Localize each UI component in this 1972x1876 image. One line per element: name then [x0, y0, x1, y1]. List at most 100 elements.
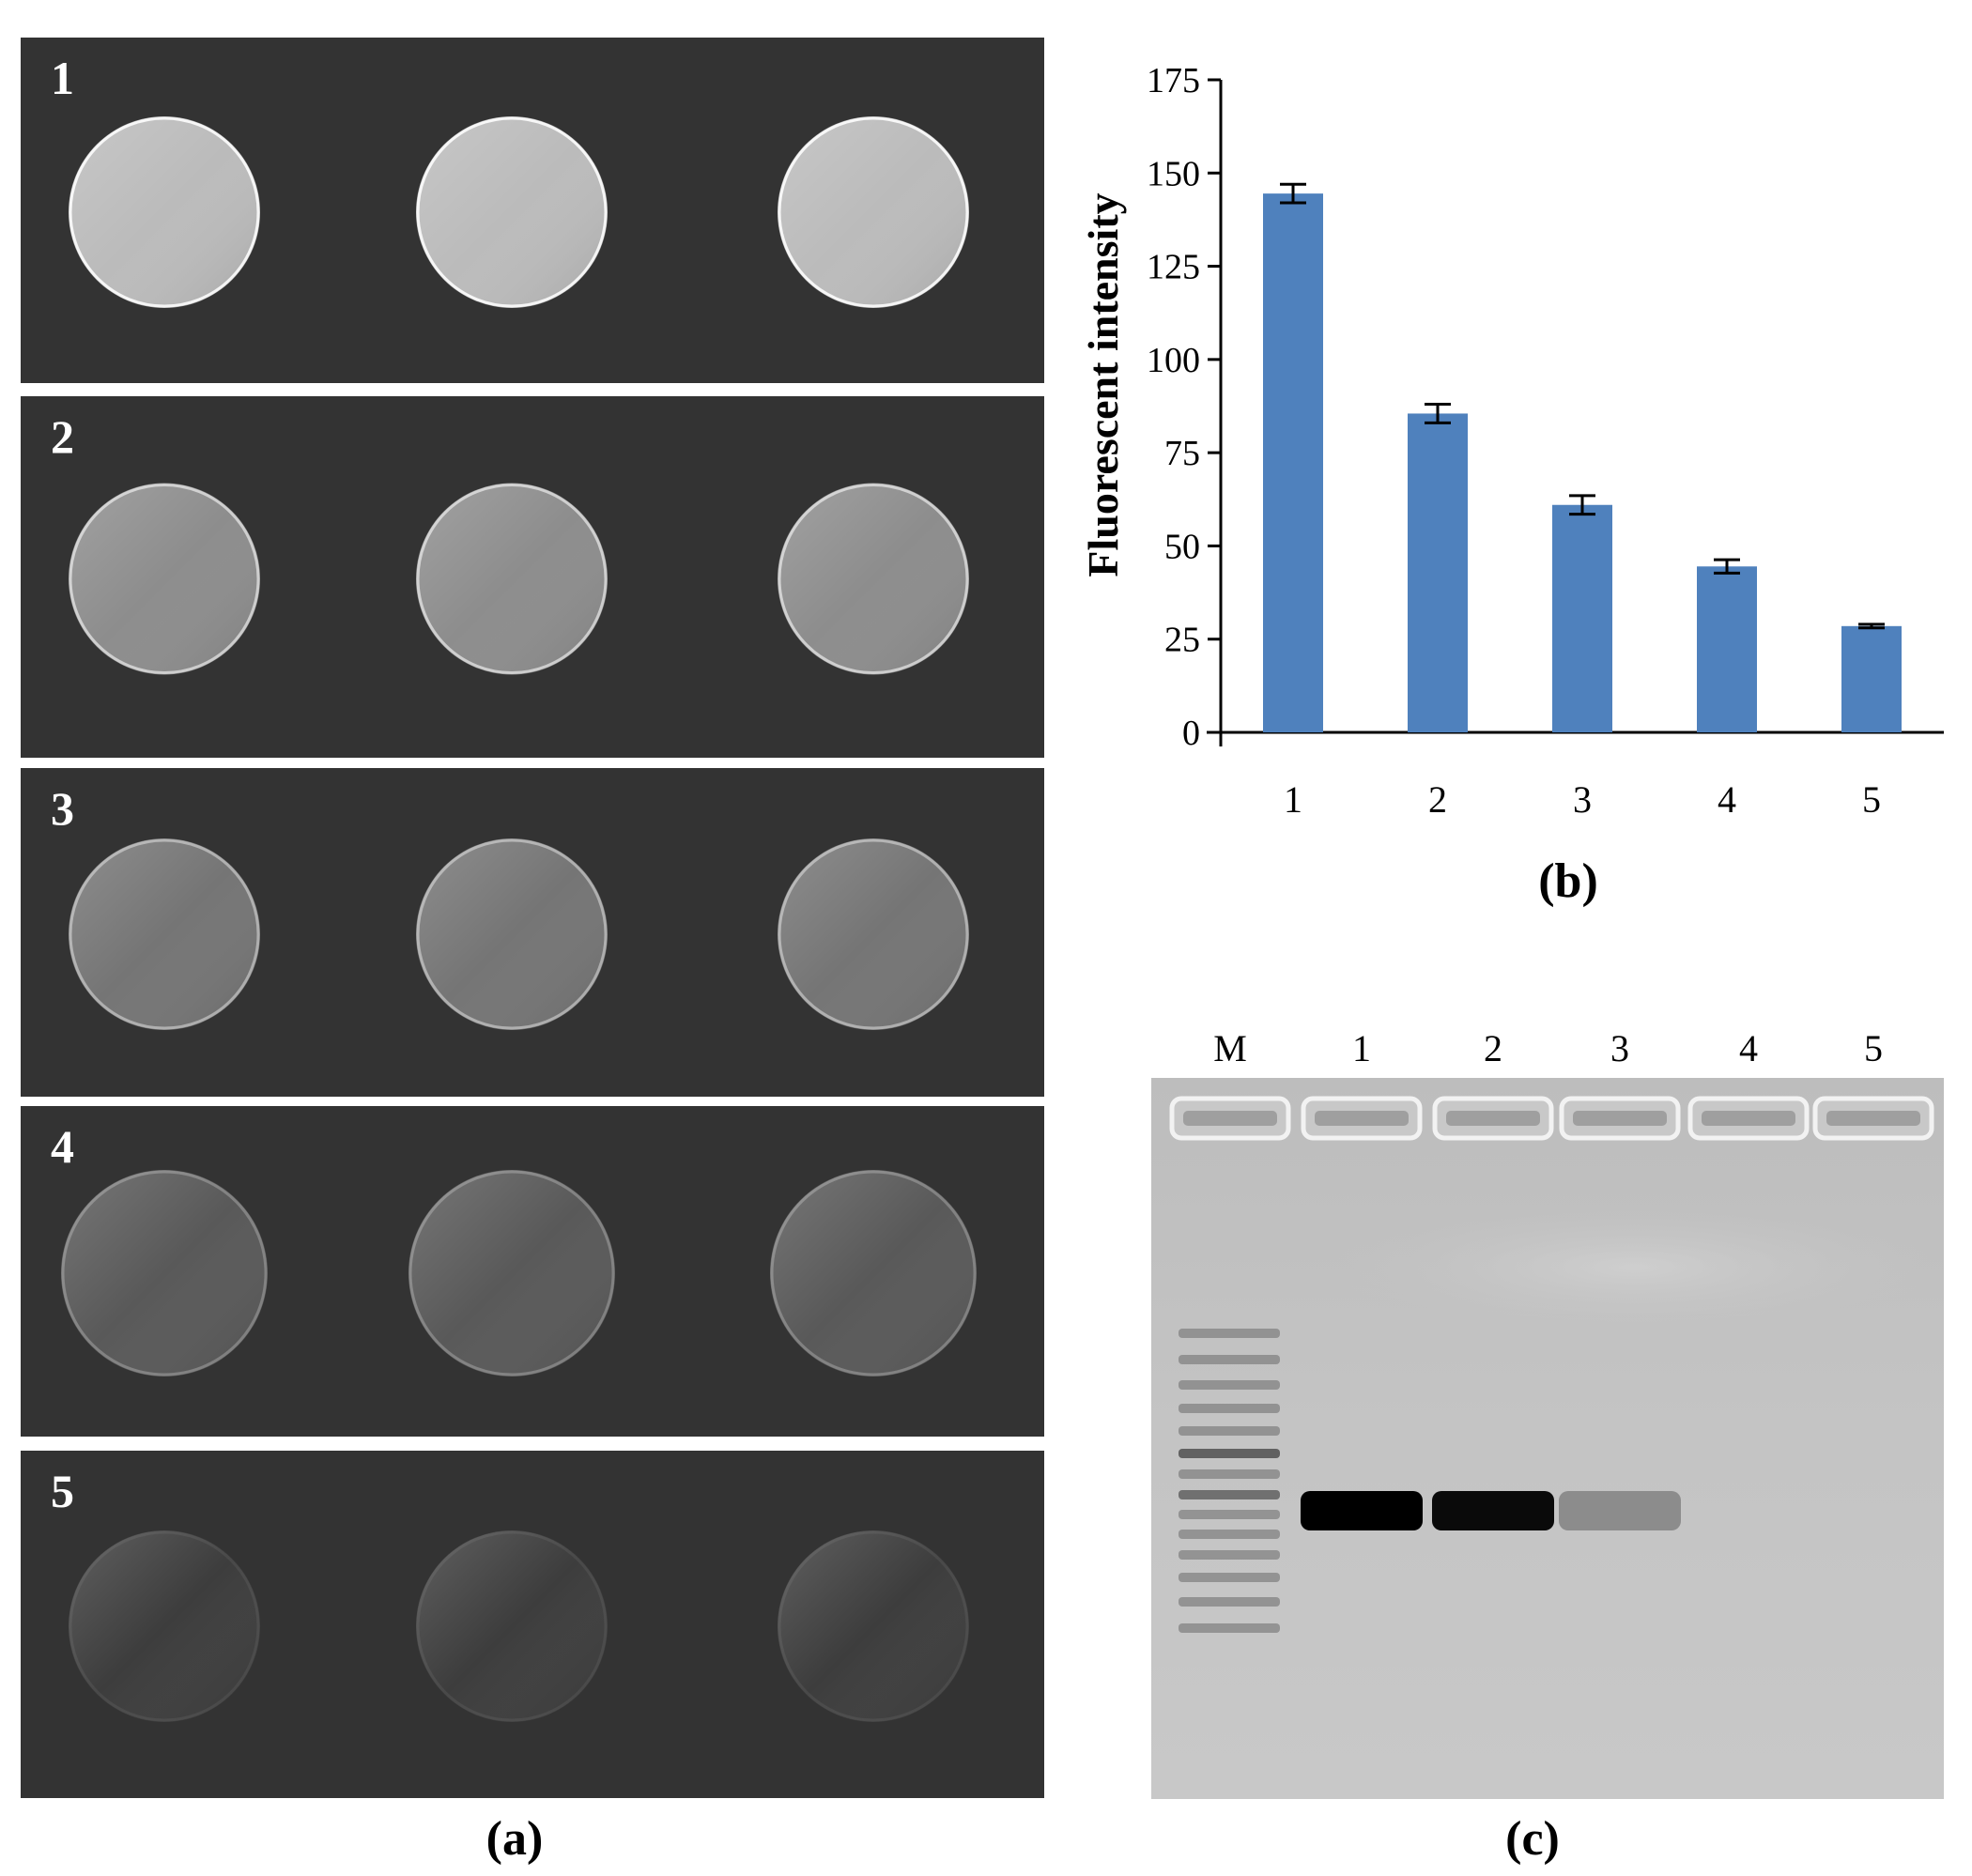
y-tick-label: 25: [1164, 621, 1200, 660]
y-tick-label: 75: [1164, 434, 1200, 473]
ladder-band: [1179, 1573, 1280, 1582]
well-shading: [416, 483, 608, 675]
lane-label: 4: [1739, 1027, 1758, 1069]
ladder-band: [1179, 1426, 1280, 1436]
ladder-band: [1179, 1530, 1280, 1539]
well-rim: [778, 838, 969, 1030]
lane-labels: M 1 2 3 4 5: [1213, 1027, 1883, 1069]
well-shading: [770, 1170, 977, 1376]
x-tick-label: 5: [1862, 778, 1881, 821]
x-tick-label: 2: [1428, 778, 1447, 821]
bar-3: [1552, 504, 1612, 732]
well-shading: [69, 1530, 260, 1722]
y-tick-label: 175: [1147, 61, 1200, 100]
band-lane-3: [1559, 1491, 1681, 1530]
panel-b-caption: (b): [1538, 854, 1598, 908]
x-tick-label: 1: [1284, 778, 1302, 821]
well-row: 3: [21, 768, 1044, 1097]
well-shading: [61, 1170, 268, 1376]
well-shading: [408, 1170, 615, 1376]
well-shading: [778, 838, 969, 1030]
ladder-band: [1179, 1404, 1280, 1413]
well-shading: [416, 116, 608, 308]
ladder-band: [1179, 1490, 1280, 1499]
y-tick-label: 50: [1164, 527, 1200, 566]
ladder-band: [1179, 1597, 1280, 1607]
gel-well-inner: [1573, 1111, 1667, 1126]
error-bar-5: [1858, 623, 1885, 630]
well-rim: [778, 484, 969, 674]
y-tick-label: 125: [1147, 248, 1200, 287]
well-rim: [61, 1170, 268, 1376]
y-axis-label: Fluorescent intensity: [1079, 192, 1127, 577]
band-lane-2: [1432, 1491, 1554, 1530]
well-row: 1: [21, 38, 1044, 383]
gel-background: [1151, 1078, 1944, 1799]
well-shading: [416, 1530, 608, 1722]
well-rim: [69, 484, 260, 674]
ladder-band: [1179, 1469, 1280, 1479]
lane-label: 3: [1610, 1027, 1629, 1069]
well-row: 2: [21, 396, 1044, 758]
well-rim: [69, 116, 260, 308]
well-shading: [69, 838, 260, 1030]
gel-well-inner: [1826, 1111, 1920, 1126]
error-bar-3: [1569, 494, 1595, 516]
panel-a-well-images: 1 2 3 4 5: [21, 38, 1044, 1798]
well-shading: [778, 483, 969, 675]
row-label: 1: [51, 52, 74, 104]
x-tick-label: 4: [1718, 778, 1736, 821]
row-label: 2: [51, 410, 74, 463]
panel-c-caption: (c): [1505, 1812, 1560, 1866]
marker-ladder: [1179, 1329, 1280, 1633]
panel-b-bar-chart: 0 25 50 75 100 125 150 175 1 2 3 4 5 Fluorescent in…: [1079, 61, 1944, 821]
y-tick-label: 100: [1147, 341, 1200, 380]
ladder-band: [1179, 1623, 1280, 1633]
ladder-band: [1179, 1550, 1280, 1560]
gel-well-inner: [1183, 1111, 1277, 1126]
well-row: 4: [21, 1106, 1044, 1437]
well-rim: [416, 484, 608, 674]
lane-label: 1: [1352, 1027, 1371, 1069]
x-tick-label: 3: [1573, 778, 1592, 821]
well-rim: [408, 1170, 615, 1376]
row-label: 3: [51, 782, 74, 835]
x-tick-labels: 1 2 3 4 5: [1284, 778, 1881, 821]
band-lane-1: [1301, 1491, 1423, 1530]
gel-well-inner: [1446, 1111, 1540, 1126]
panel-a-caption: (a): [486, 1812, 544, 1866]
ladder-band: [1179, 1355, 1280, 1364]
lane-label: M: [1213, 1027, 1247, 1069]
gel-well-inner: [1315, 1111, 1409, 1126]
gel-well-inner: [1702, 1111, 1795, 1126]
well-rim: [69, 838, 260, 1030]
well-rim: [778, 1530, 969, 1722]
error-bar-4: [1714, 558, 1740, 575]
bar-2: [1408, 413, 1468, 732]
ladder-band: [1179, 1380, 1280, 1390]
ladder-band: [1179, 1510, 1280, 1519]
error-bar-2: [1425, 403, 1451, 424]
lane-label: 5: [1864, 1027, 1883, 1069]
well-shading: [778, 116, 969, 308]
well-rim: [69, 1530, 260, 1722]
row-label: 4: [51, 1120, 74, 1173]
ladder-band: [1179, 1329, 1280, 1338]
sample-bands: [1301, 1491, 1681, 1530]
bar-4: [1697, 566, 1757, 732]
gel-smear: [1333, 1202, 1934, 1333]
y-tick-label: 0: [1182, 714, 1200, 753]
well-rim: [770, 1170, 977, 1376]
panel-c-gel-image: M 1 2 3 4 5: [1151, 1027, 1944, 1799]
well-shading: [778, 1530, 969, 1722]
bar-1: [1263, 193, 1323, 733]
y-tick-label: 150: [1147, 154, 1200, 193]
chart-bars: [1263, 193, 1902, 733]
row-label: 5: [51, 1465, 74, 1517]
lane-label: 2: [1484, 1027, 1502, 1069]
well-rim: [416, 838, 608, 1030]
gel-wells: [1169, 1096, 1934, 1141]
well-rim: [416, 116, 608, 308]
well-shading: [69, 483, 260, 675]
